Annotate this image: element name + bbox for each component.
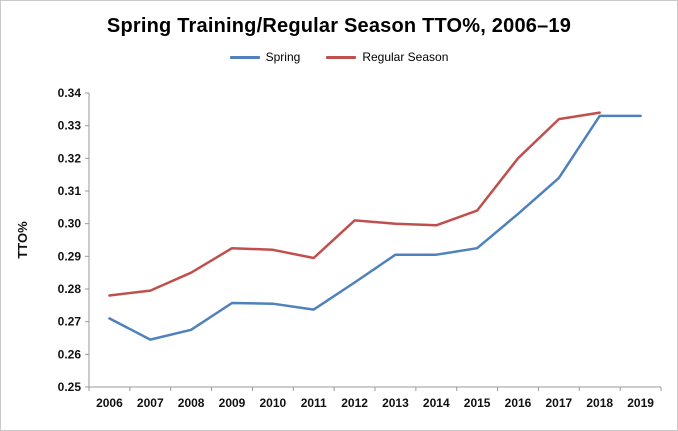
svg-text:0.34: 0.34 (58, 86, 82, 100)
svg-text:2010: 2010 (260, 396, 287, 410)
svg-text:2019: 2019 (627, 396, 654, 410)
svg-text:0.25: 0.25 (58, 380, 82, 394)
svg-text:2006: 2006 (96, 396, 123, 410)
series-line-regular-season (108, 111, 601, 297)
svg-text:2011: 2011 (301, 396, 327, 410)
svg-text:2015: 2015 (464, 396, 491, 410)
svg-text:2008: 2008 (178, 396, 205, 410)
svg-text:2012: 2012 (341, 396, 368, 410)
svg-text:2007: 2007 (137, 396, 164, 410)
svg-text:0.26: 0.26 (58, 347, 82, 361)
svg-text:2018: 2018 (586, 396, 613, 410)
plot-area: 0.25 0.26 0.27 0.28 0.29 0.30 0.31 0.32 0.33 0.34… (1, 83, 677, 429)
legend-item-regular-season: Regular Season (326, 50, 448, 64)
svg-text:2013: 2013 (382, 396, 409, 410)
legend-swatch-regular-season (326, 55, 357, 59)
svg-text:2016: 2016 (505, 396, 532, 410)
svg-text:2017: 2017 (546, 396, 573, 410)
chart-title: Spring Training/Regular Season TTO%, 200… (106, 15, 572, 37)
series-line-spring (108, 114, 642, 341)
svg-text:0.27: 0.27 (58, 315, 82, 329)
svg-text:0.28: 0.28 (58, 282, 82, 296)
legend-swatch-spring (229, 55, 260, 59)
legend-item-spring: Spring (229, 50, 301, 64)
chart-plot: 0.25 0.26 0.27 0.28 0.29 0.30 0.31 0.32 0.33 0.34… (15, 86, 662, 410)
svg-text:0.30: 0.30 (58, 217, 82, 231)
svg-text:0.31: 0.31 (58, 184, 82, 198)
y-axis-labels: 0.25 0.26 0.27 0.28 0.29 0.30 0.31 0.32 0.33 0.34 (58, 86, 89, 394)
legend-label-spring: Spring (265, 50, 301, 64)
legend-label-regular-season: Regular Season (362, 50, 449, 64)
svg-text:2009: 2009 (219, 396, 246, 410)
axes (88, 93, 661, 388)
svg-text:0.32: 0.32 (58, 151, 82, 165)
y-axis-title: TTO% (15, 221, 30, 259)
svg-text:0.33: 0.33 (58, 119, 82, 133)
svg-text:2014: 2014 (423, 396, 450, 410)
legend: Spring Regular Season (1, 48, 677, 66)
x-axis-labels: 2006 2007 2008 2009 2010 2011 2012 2013 2014 2015… (88, 387, 662, 410)
svg-text:0.29: 0.29 (58, 249, 82, 263)
